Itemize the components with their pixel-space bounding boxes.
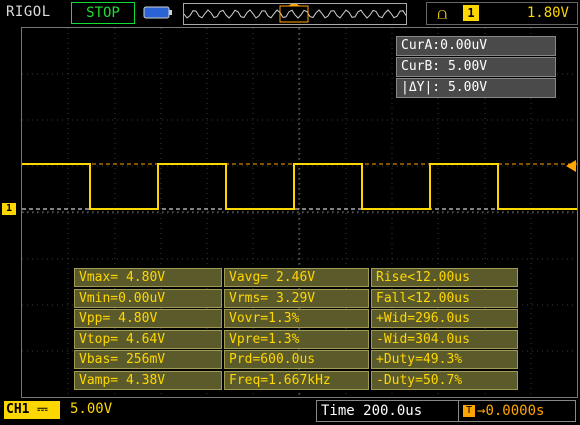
measurement-neg-duty: -Duty=50.7% [371,370,518,390]
measurement-pos-width: +Wid=296.0us [371,309,518,329]
cursor-delta-value: |ΔY|: 5.00V [396,78,556,98]
channel-volts-per-div[interactable]: 5.00V [70,401,113,417]
measurement-vovr: Vovr=1.3% [224,309,369,329]
channel-1-trace [22,163,577,210]
measurement-vtop: Vtop= 4.64V [74,329,222,349]
measurement-neg-width: -Wid=304.0us [371,329,518,349]
trigger-position: 0.0000s [485,403,545,419]
trigger-position-box[interactable]: T →0.0000s [458,400,576,422]
bottom-bar: CH1 ⎓ 5.00V Time 200.0us T →0.0000s [0,399,580,425]
measurement-row: Vbas= 256mV Prd=600.0us +Duty=49.3% [74,350,518,370]
dc-coupling-icon: ⎓ [29,402,48,417]
measurement-vpp: Vpp= 4.80V [74,309,222,329]
run-stop-status[interactable]: STOP [71,2,135,24]
measurement-vbase: Vbas= 256mV [74,350,222,370]
measurement-vmax: Vmax= 4.80V [74,268,222,287]
measurement-row: Vmax= 4.80V Vavg= 2.46V Rise<12.00us [74,268,518,287]
measurement-vamp: Vamp= 4.38V [74,370,222,390]
cursor-a-value: CurA:0.00uV [396,36,556,56]
top-bar: RIGOL STOP ⩍ 1 1.80V [0,0,580,26]
channel-1-badge[interactable]: CH1 ⎓ [4,401,60,419]
measurement-vmin: Vmin=0.00uV [74,288,222,308]
battery-icon [143,6,172,19]
measurement-row: Vpp= 4.80V Vovr=1.3% +Wid=296.0us [74,309,518,329]
trigger-source: 1 [463,5,479,21]
channel-label: CH1 [6,402,30,417]
brand-label: RIGOL [6,4,51,20]
measurement-vpre: Vpre=1.3% [224,329,369,349]
rising-edge-icon: ⩍ [437,4,448,23]
arrow-right-icon: → [477,403,486,419]
measurement-period: Prd=600.0us [224,350,369,370]
measurement-fall: Fall<12.00us [371,288,518,308]
measurement-row: Vmin=0.00uV Vrms= 3.29V Fall<12.00us [74,288,518,308]
measurement-panel: Vmax= 4.80V Vavg= 2.46V Rise<12.00us Vmi… [74,268,518,391]
trigger-icon: T [463,405,475,417]
memory-waveform-overview [183,3,407,25]
measurement-rise: Rise<12.00us [371,268,518,287]
channel-1-ground-marker[interactable]: 1 [2,203,16,215]
cursor-b-value: CurB: 5.00V [396,57,556,77]
measurement-pos-duty: +Duty=49.3% [371,350,518,370]
timebase[interactable]: Time 200.0us [316,400,460,422]
measurement-vrms: Vrms= 3.29V [224,288,369,308]
measurement-vavg: Vavg= 2.46V [224,268,369,287]
cursor-panel: CurA:0.00uV CurB: 5.00V |ΔY|: 5.00V [396,36,556,98]
measurement-row: Vamp= 4.38V Freq=1.667kHz -Duty=50.7% [74,370,518,390]
trigger-level: 1.80V [526,5,569,21]
trigger-level-marker [566,160,576,172]
trigger-panel[interactable]: ⩍ 1 1.80V [426,2,578,25]
measurement-row: Vtop= 4.64V Vpre=1.3% -Wid=304.0us [74,329,518,349]
measurement-frequency: Freq=1.667kHz [224,370,369,390]
